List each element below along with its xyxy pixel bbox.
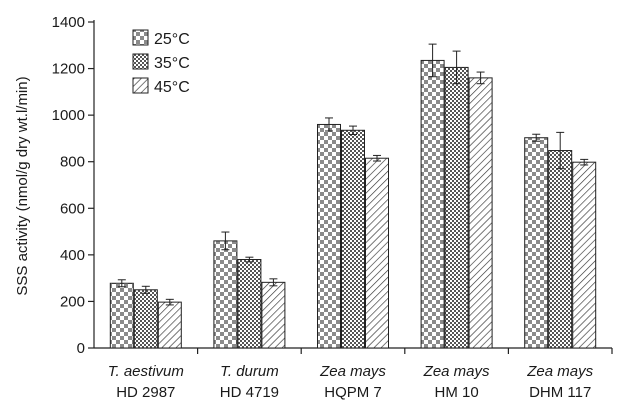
y-tick-label: 400 [60, 247, 85, 264]
y-tick-label: 1200 [52, 61, 85, 78]
x-category-label-line2: HM 10 [435, 384, 479, 401]
x-category-label-line2: HD 2987 [116, 384, 175, 401]
x-category-label-line2: DHM 117 [529, 384, 591, 401]
y-axis-ticks: 0 200 400 600 800 1000 1200 1400 [52, 14, 94, 357]
y-tick-label: 1400 [52, 14, 85, 31]
x-category-label-line2: HQPM 7 [324, 384, 382, 401]
error-bars [117, 43, 589, 306]
bar [109, 282, 134, 349]
bar [548, 150, 573, 349]
x-category-label-line1: Zea mays [319, 363, 386, 380]
x-axis-category-labels: T. aestivum HD 2987 T. durum HD 4719 Zea may… [108, 348, 613, 401]
bar [341, 129, 365, 349]
legend-label: 45°C [154, 79, 190, 96]
x-category-label-line1: T. durum [220, 363, 279, 380]
legend-swatch [132, 53, 149, 70]
x-category-label-line2: HD 4719 [220, 384, 279, 401]
y-tick-label: 600 [60, 200, 85, 217]
bar [365, 157, 389, 349]
bar [468, 77, 493, 349]
x-category-label-line1: Zea mays [423, 363, 490, 380]
y-tick-label: 800 [60, 154, 85, 171]
bars [109, 59, 597, 349]
bar [157, 301, 182, 349]
bar [237, 259, 262, 349]
legend-swatch [132, 29, 149, 46]
bar [133, 289, 158, 349]
bar [444, 66, 469, 349]
bar [420, 59, 445, 349]
legend: 25°C 35°C 45°C [132, 29, 190, 96]
y-tick-label: 0 [77, 340, 85, 357]
bar [572, 161, 597, 349]
legend-label: 25°C [154, 31, 190, 48]
bar [213, 240, 238, 349]
x-category-label-line1: Zea mays [526, 363, 593, 380]
legend-label: 35°C [154, 55, 190, 72]
x-category-label-line1: T. aestivum [108, 363, 184, 380]
bar [317, 123, 341, 349]
bar [524, 137, 549, 349]
legend-swatch [132, 77, 149, 94]
bar [261, 281, 286, 349]
y-tick-label: 1000 [52, 107, 85, 124]
y-tick-label: 200 [60, 293, 85, 310]
y-axis-label: SSS activity (nmol/g dry wt.l/min) [14, 76, 31, 295]
